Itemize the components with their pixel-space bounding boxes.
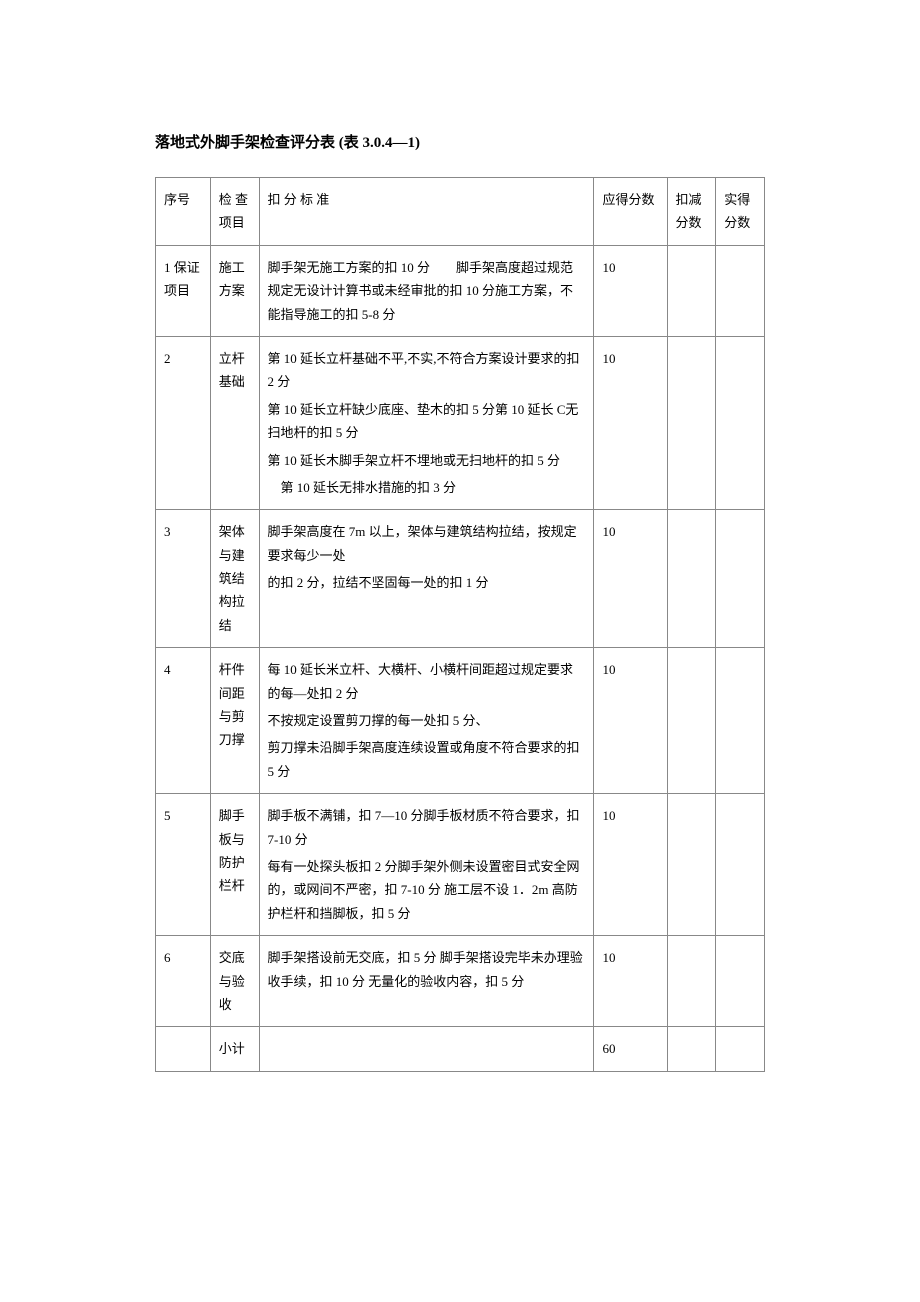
criteria-line: 第 10 延长无排水措施的扣 3 分 bbox=[268, 476, 586, 499]
cell-deduct bbox=[667, 510, 716, 648]
cell-item: 施工方案 bbox=[210, 245, 259, 336]
cell-score: 10 bbox=[594, 794, 667, 936]
cell-criteria: 脚手架搭设前无交底，扣 5 分 脚手架搭设完毕未办理验收手续，扣 10 分 无量… bbox=[259, 936, 594, 1027]
cell-deduct bbox=[667, 936, 716, 1027]
cell-seq: 5 bbox=[156, 794, 211, 936]
subtotal-label: 小计 bbox=[210, 1027, 259, 1071]
cell-actual bbox=[716, 936, 765, 1027]
table-header-row: 序号 检 查项目 扣 分 标 准 应得分数 扣减分数 实得分数 bbox=[156, 178, 765, 246]
cell-deduct bbox=[667, 794, 716, 936]
document-title: 落地式外脚手架检查评分表 (表 3.0.4—1) bbox=[155, 130, 765, 157]
criteria-line: 第 10 延长木脚手架立杆不埋地或无扫地杆的扣 5 分 bbox=[268, 449, 586, 472]
cell-actual bbox=[716, 794, 765, 936]
cell-criteria bbox=[259, 1027, 594, 1071]
cell-criteria: 每 10 延长米立杆、大横杆、小横杆间距超过规定要求的每—处扣 2 分不按规定设… bbox=[259, 648, 594, 794]
cell-actual bbox=[716, 510, 765, 648]
cell-actual bbox=[716, 336, 765, 509]
cell-seq: 3 bbox=[156, 510, 211, 648]
cell-seq: 4 bbox=[156, 648, 211, 794]
criteria-line: 每 10 延长米立杆、大横杆、小横杆间距超过规定要求的每—处扣 2 分 bbox=[268, 658, 586, 705]
header-deduct: 扣减分数 bbox=[667, 178, 716, 246]
criteria-line: 脚手板不满铺，扣 7—10 分脚手板材质不符合要求，扣7-10 分 bbox=[268, 804, 586, 851]
criteria-line: 脚手架搭设前无交底，扣 5 分 脚手架搭设完毕未办理验收手续，扣 10 分 无量… bbox=[268, 946, 586, 993]
cell-deduct bbox=[667, 245, 716, 336]
table-body: 1 保证项目施工方案脚手架无施工方案的扣 10 分 脚手架高度超过规范规定无设计… bbox=[156, 245, 765, 1071]
cell-score: 10 bbox=[594, 245, 667, 336]
table-row: 2立杆基础第 10 延长立杆基础不平,不实,不符合方案设计要求的扣2 分第 10… bbox=[156, 336, 765, 509]
cell-criteria: 脚手架高度在 7m 以上，架体与建筑结构拉结，按规定要求每少一处的扣 2 分，拉… bbox=[259, 510, 594, 648]
criteria-line: 脚手架高度在 7m 以上，架体与建筑结构拉结，按规定要求每少一处 bbox=[268, 520, 586, 567]
header-actual: 实得分数 bbox=[716, 178, 765, 246]
cell-seq: 2 bbox=[156, 336, 211, 509]
score-table: 序号 检 查项目 扣 分 标 准 应得分数 扣减分数 实得分数 1 保证项目施工… bbox=[155, 177, 765, 1072]
cell-item: 立杆基础 bbox=[210, 336, 259, 509]
criteria-line: 第 10 延长立杆基础不平,不实,不符合方案设计要求的扣2 分 bbox=[268, 347, 586, 394]
header-seq: 序号 bbox=[156, 178, 211, 246]
cell-score: 10 bbox=[594, 648, 667, 794]
cell-seq: 1 保证项目 bbox=[156, 245, 211, 336]
subtotal-value: 60 bbox=[594, 1027, 667, 1071]
cell-criteria: 第 10 延长立杆基础不平,不实,不符合方案设计要求的扣2 分第 10 延长立杆… bbox=[259, 336, 594, 509]
cell-actual bbox=[716, 648, 765, 794]
table-row: 3架体与建筑结构拉结脚手架高度在 7m 以上，架体与建筑结构拉结，按规定要求每少… bbox=[156, 510, 765, 648]
criteria-line: 第 10 延长立杆缺少底座、垫木的扣 5 分第 10 延长 C无扫地杆的扣 5 … bbox=[268, 398, 586, 445]
criteria-line: 每有一处探头板扣 2 分脚手架外侧未设置密目式安全网的，或网间不严密，扣 7-1… bbox=[268, 855, 586, 925]
cell-actual bbox=[716, 1027, 765, 1071]
table-row: 6交底与验收脚手架搭设前无交底，扣 5 分 脚手架搭设完毕未办理验收手续，扣 1… bbox=[156, 936, 765, 1027]
cell-score: 10 bbox=[594, 336, 667, 509]
criteria-line: 的扣 2 分，拉结不坚固每一处的扣 1 分 bbox=[268, 571, 586, 594]
cell-item: 架体与建筑结构拉结 bbox=[210, 510, 259, 648]
table-row: 5脚手板与防护栏杆脚手板不满铺，扣 7—10 分脚手板材质不符合要求，扣7-10… bbox=[156, 794, 765, 936]
criteria-line: 剪刀撑未沿脚手架高度连续设置或角度不符合要求的扣5 分 bbox=[268, 736, 586, 783]
cell-item: 脚手板与防护栏杆 bbox=[210, 794, 259, 936]
header-criteria: 扣 分 标 准 bbox=[259, 178, 594, 246]
cell-deduct bbox=[667, 648, 716, 794]
cell-item: 杆件间距与剪刀撑 bbox=[210, 648, 259, 794]
criteria-line: 不按规定设置剪刀撑的每一处扣 5 分、 bbox=[268, 709, 586, 732]
cell-seq bbox=[156, 1027, 211, 1071]
cell-deduct bbox=[667, 1027, 716, 1071]
header-item: 检 查项目 bbox=[210, 178, 259, 246]
cell-deduct bbox=[667, 336, 716, 509]
table-row: 1 保证项目施工方案脚手架无施工方案的扣 10 分 脚手架高度超过规范规定无设计… bbox=[156, 245, 765, 336]
cell-criteria: 脚手架无施工方案的扣 10 分 脚手架高度超过规范规定无设计计算书或未经审批的扣… bbox=[259, 245, 594, 336]
cell-score: 10 bbox=[594, 936, 667, 1027]
cell-criteria: 脚手板不满铺，扣 7—10 分脚手板材质不符合要求，扣7-10 分每有一处探头板… bbox=[259, 794, 594, 936]
cell-seq: 6 bbox=[156, 936, 211, 1027]
cell-item: 交底与验收 bbox=[210, 936, 259, 1027]
criteria-line: 脚手架无施工方案的扣 10 分 脚手架高度超过规范规定无设计计算书或未经审批的扣… bbox=[268, 256, 586, 326]
header-fullscore: 应得分数 bbox=[594, 178, 667, 246]
subtotal-row: 小计 60 bbox=[156, 1027, 765, 1071]
cell-score: 10 bbox=[594, 510, 667, 648]
cell-actual bbox=[716, 245, 765, 336]
table-row: 4杆件间距与剪刀撑每 10 延长米立杆、大横杆、小横杆间距超过规定要求的每—处扣… bbox=[156, 648, 765, 794]
